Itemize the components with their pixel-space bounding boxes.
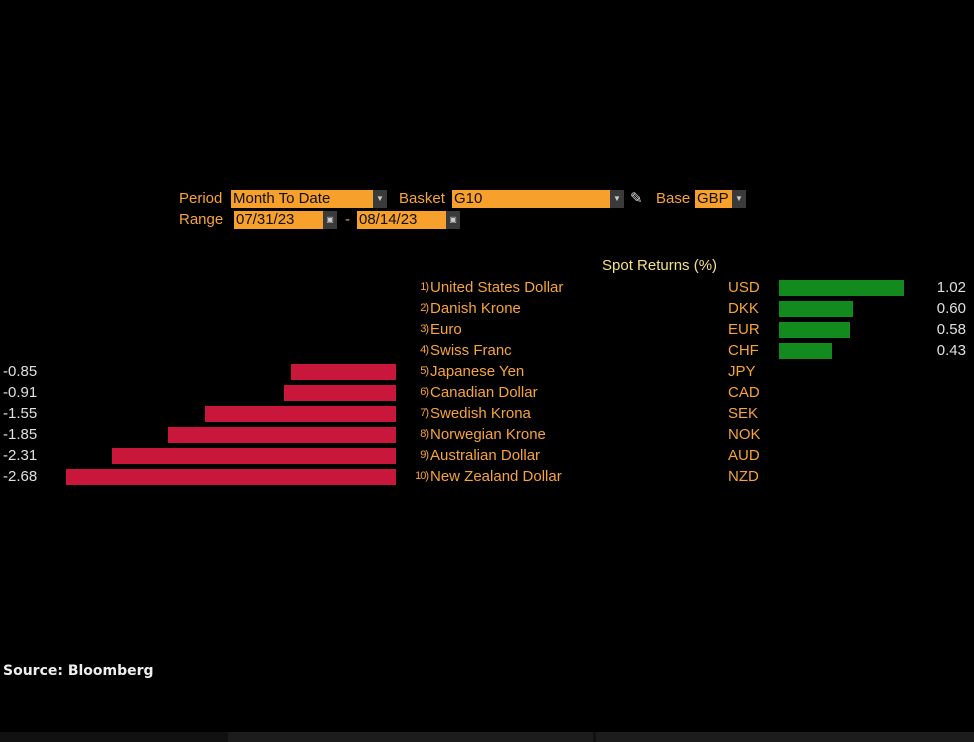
value-label: -0.91 [3,384,38,401]
row-index: 1) [420,281,429,293]
row-index: 2) [420,302,429,314]
value-label: 0.43 [936,342,966,359]
calendar-icon[interactable]: ▣ [446,211,460,229]
row-index: 9) [420,449,429,461]
value-label: -0.85 [3,363,38,380]
row-index: 7) [420,407,429,419]
table-row[interactable]: 6) Canadian Dollar CAD -0.91 [0,382,974,403]
period-select[interactable]: Month To Date [231,190,373,208]
currency-code: CAD [728,384,760,401]
row-index: 8) [420,428,429,440]
table-row[interactable]: 10) New Zealand Dollar NZD -2.68 [0,466,974,487]
chart-header: Spot Returns (%) [602,257,718,274]
table-row[interactable]: 1) United States Dollar USD 1.02 [0,277,974,298]
currency-name[interactable]: Australian Dollar [430,447,541,464]
currency-name[interactable]: Canadian Dollar [430,384,538,401]
negative-bar [111,448,396,464]
currency-code: NZD [728,468,759,485]
currency-name[interactable]: New Zealand Dollar [430,468,562,485]
currency-name[interactable]: Euro [430,321,462,338]
period-label: Period [179,190,223,207]
currency-name[interactable]: Norwegian Krone [430,426,546,443]
row-index: 5) [420,365,429,377]
chevron-down-icon[interactable]: ▼ [610,190,624,208]
row-index: 6) [420,386,429,398]
table-row[interactable]: 8) Norwegian Krone NOK -1.85 [0,424,974,445]
value-label: -2.31 [3,447,38,464]
currency-code: DKK [728,300,759,317]
base-label: Base [656,190,691,207]
value-label: 1.02 [936,279,966,296]
table-row[interactable]: 7) Swedish Krona SEK -1.55 [0,403,974,424]
value-label: 0.58 [936,321,966,338]
negative-bar [66,469,396,485]
chevron-down-icon[interactable]: ▼ [373,190,387,208]
positive-bar [779,322,851,338]
table-row[interactable]: 4) Swiss Franc CHF 0.43 [0,340,974,361]
table-row[interactable]: 3) Euro EUR 0.58 [0,319,974,340]
negative-bar [205,406,396,422]
currency-name[interactable]: United States Dollar [430,279,564,296]
table-row[interactable]: 9) Australian Dollar AUD -2.31 [0,445,974,466]
pencil-icon[interactable]: ✎ [630,190,643,207]
basket-label: Basket [399,190,445,207]
base-select[interactable]: GBP [695,190,732,208]
table-row[interactable]: 2) Danish Krone DKK 0.60 [0,298,974,319]
currency-code: SEK [728,405,759,422]
row-index: 4) [420,344,429,356]
negative-bar [284,385,396,401]
currency-code: CHF [728,342,759,359]
chevron-down-icon[interactable]: ▼ [732,190,746,208]
status-bar [0,732,974,742]
currency-code: USD [728,279,760,296]
currency-name[interactable]: Danish Krone [430,300,521,317]
positive-bar [779,343,832,359]
value-label: -1.85 [3,426,38,443]
value-label: -1.55 [3,405,38,422]
currency-code: NOK [728,426,761,443]
currency-name[interactable]: Japanese Yen [430,363,525,380]
range-separator: - [345,211,350,228]
range-start-input[interactable]: 07/31/23 [234,211,323,229]
currency-code: EUR [728,321,760,338]
calendar-icon[interactable]: ▣ [323,211,337,229]
value-label: -2.68 [3,468,38,485]
range-label: Range [179,211,224,228]
negative-bar [168,427,396,443]
currency-code: JPY [728,363,756,380]
currency-code: AUD [728,447,760,464]
row-index: 10) [415,470,429,482]
currency-name[interactable]: Swedish Krona [430,405,531,422]
negative-bar [291,364,396,380]
value-label: 0.60 [936,300,966,317]
row-index: 3) [420,323,429,335]
positive-bar [779,301,853,317]
table-row[interactable]: 5) Japanese Yen JPY -0.85 [0,361,974,382]
currency-name[interactable]: Swiss Franc [430,342,512,359]
source-note: Source: Bloomberg [3,663,154,679]
positive-bar [779,280,905,296]
basket-select[interactable]: G10 [452,190,610,208]
range-end-input[interactable]: 08/14/23 [357,211,446,229]
